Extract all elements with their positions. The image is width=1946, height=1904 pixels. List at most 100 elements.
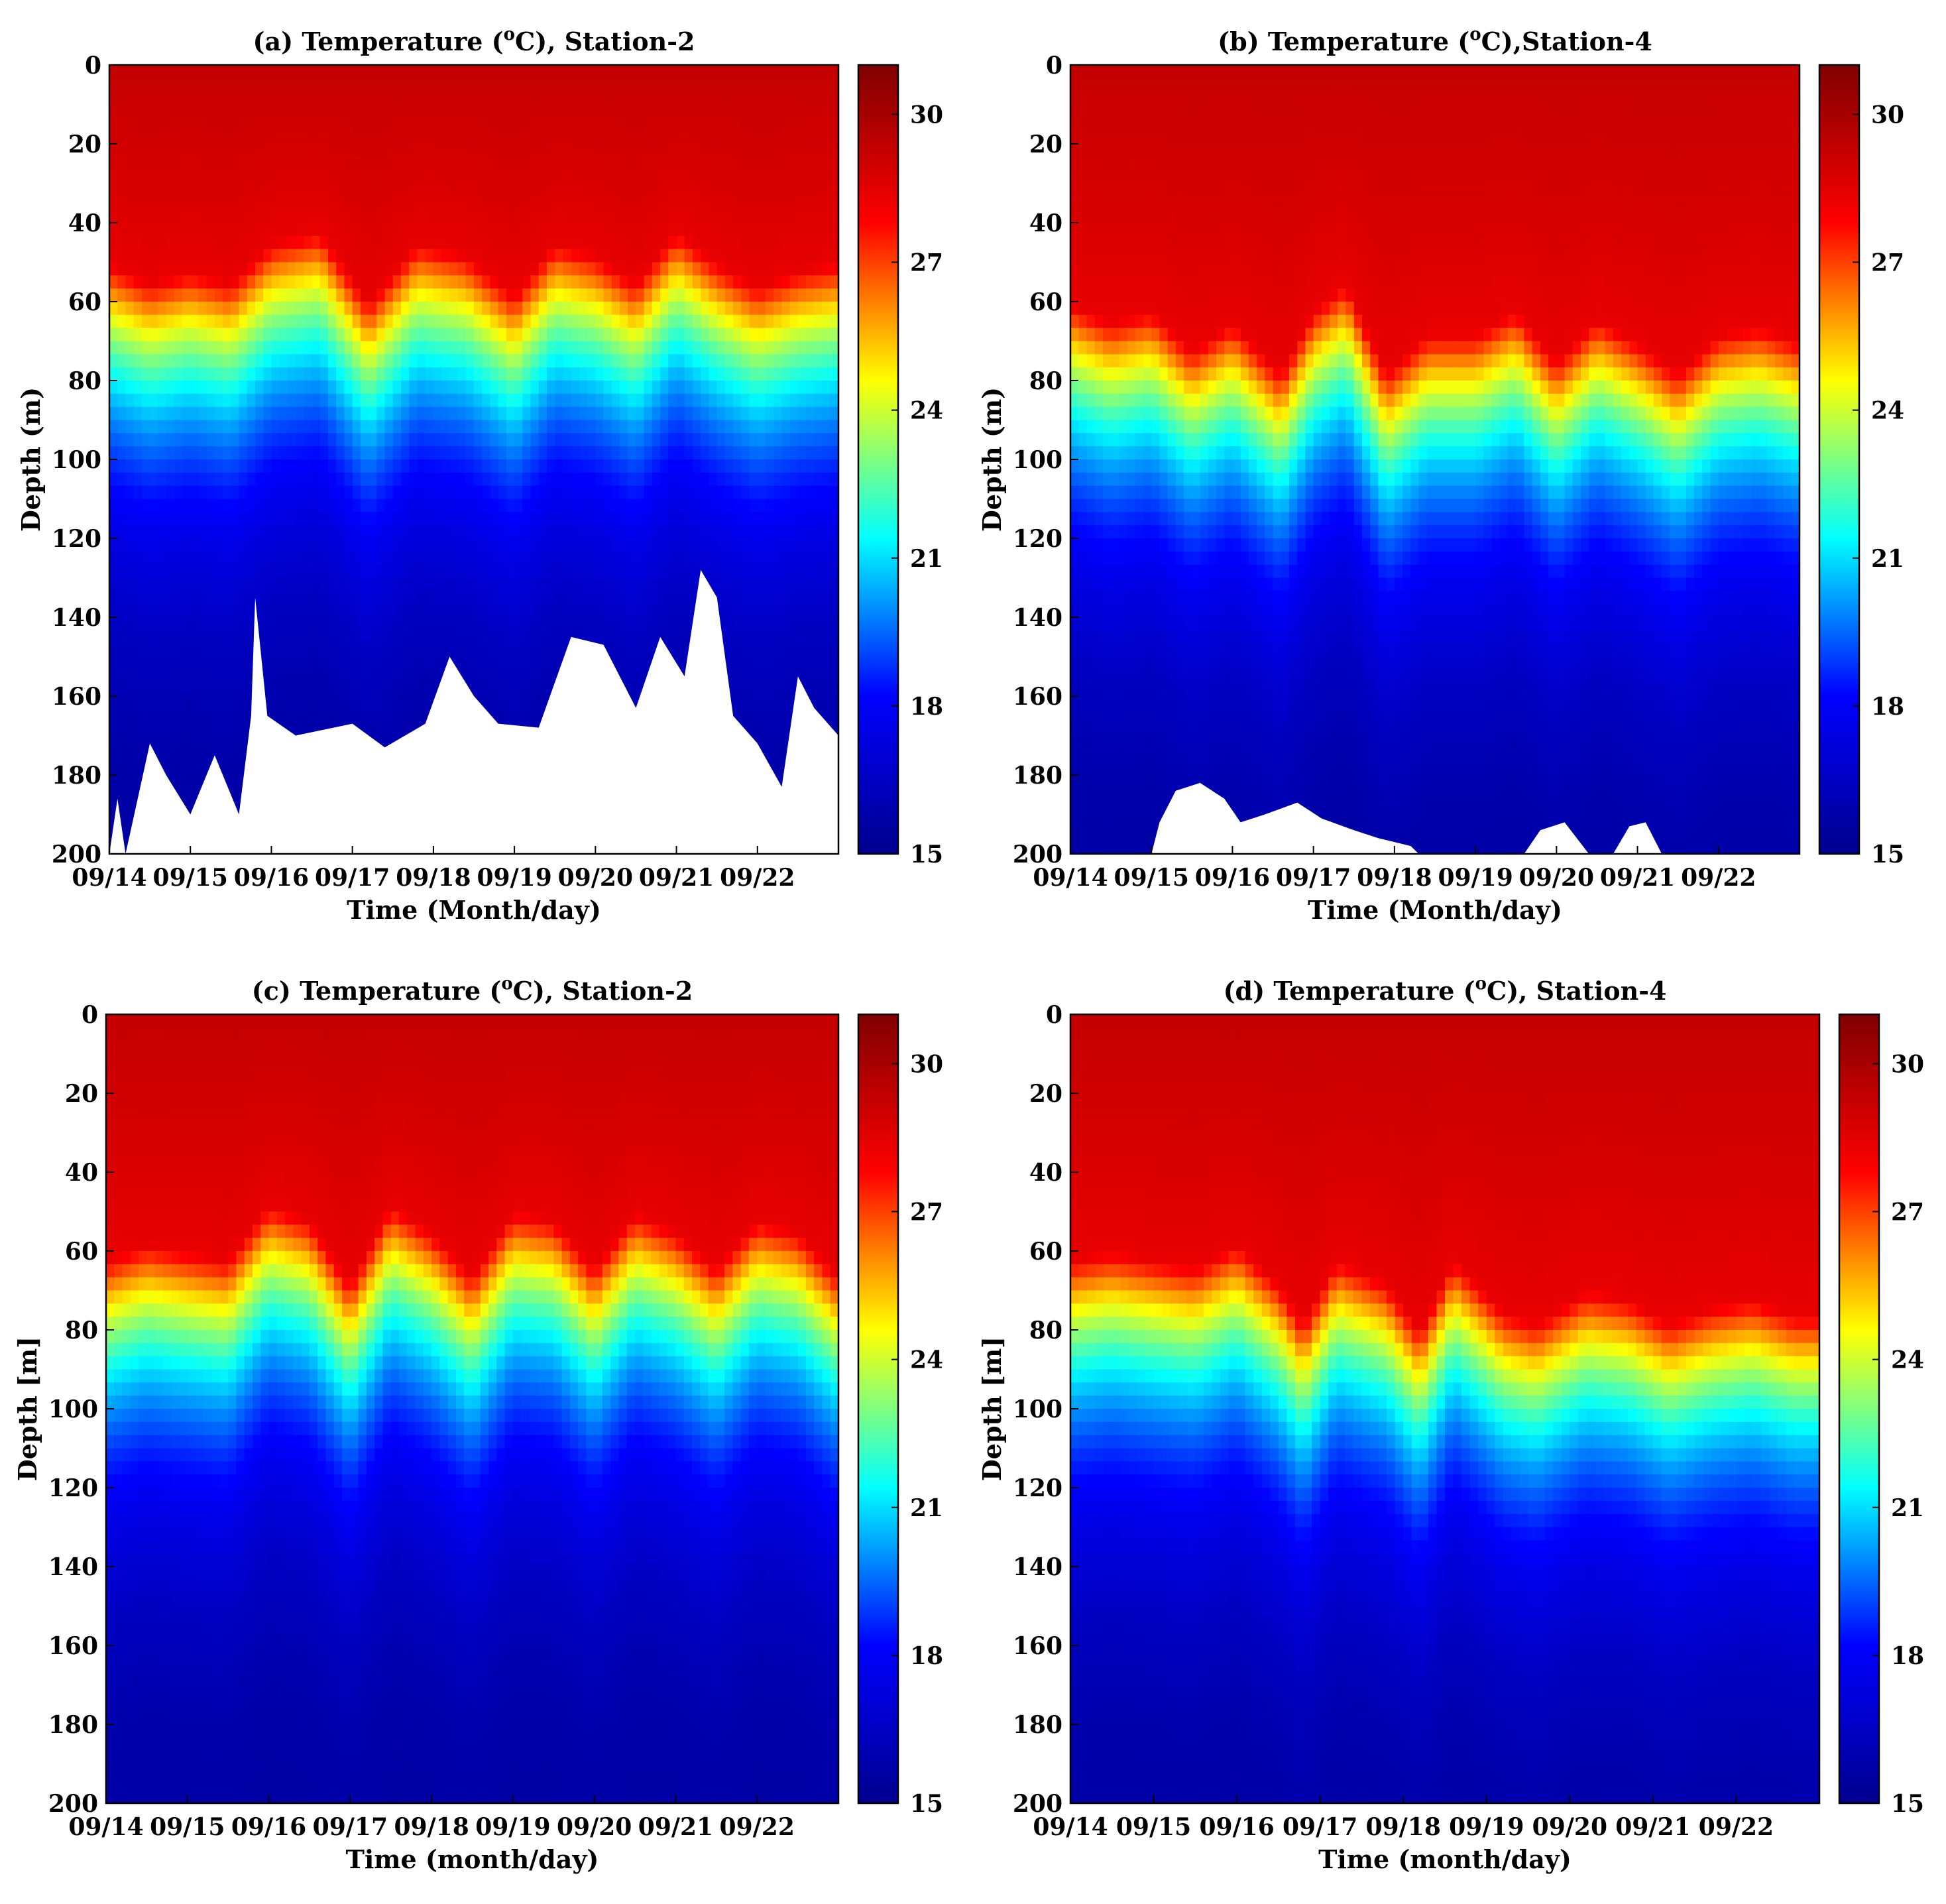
y-tick-label-b-10: 200 xyxy=(1013,841,1062,868)
x-axis-label-d: Time (month/day) xyxy=(1318,1844,1572,1874)
y-tick-label-a-7: 140 xyxy=(52,604,101,632)
x-tick-label-c-0: 09/14 xyxy=(68,1813,143,1841)
heatmap-field-c xyxy=(106,1014,838,1803)
y-tick-label-b-3: 60 xyxy=(1029,288,1062,316)
y-tick-label-a-1: 20 xyxy=(68,131,101,158)
chart-title-d: (d) Temperature (oC), Station-4 xyxy=(1224,974,1667,1006)
colorbar-tick-label-a-1: 27 xyxy=(910,249,943,277)
x-tick-label-b-5: 09/19 xyxy=(1438,864,1513,892)
colorbar-tick-label-d-0: 30 xyxy=(1891,1050,1924,1078)
title-sup-a: o xyxy=(504,25,515,44)
title-main-a: (a) Temperature ( xyxy=(253,27,504,56)
x-tick-label-d-0: 09/14 xyxy=(1033,1813,1108,1841)
x-tick-label-d-8: 09/22 xyxy=(1699,1813,1774,1841)
x-tick-label-c-7: 09/21 xyxy=(638,1813,713,1841)
x-tick-label-d-3: 09/17 xyxy=(1283,1813,1357,1841)
x-tick-label-d-7: 09/21 xyxy=(1615,1813,1690,1841)
panel-c: (c) Temperature (oC), Station-209/14 09/1… xyxy=(13,974,943,1874)
colorbar-tick-label-b-1: 27 xyxy=(1871,249,1904,277)
colorbar-tick-label-a-3: 21 xyxy=(910,545,943,573)
title-tail-b: C),Station-4 xyxy=(1481,27,1652,56)
y-tick-label-c-8: 160 xyxy=(48,1632,98,1660)
heatmap-field-d xyxy=(1070,1014,1819,1803)
x-tick-label-a-4: 09/18 xyxy=(396,864,471,892)
y-axis-label-c: Depth [m] xyxy=(13,1337,42,1481)
x-tick-label-b-0: 09/14 xyxy=(1033,864,1108,892)
colorbar-tick-label-c-3: 21 xyxy=(910,1494,943,1522)
y-axis-label-b: Depth (m) xyxy=(977,387,1007,532)
x-tick-label-d-6: 09/20 xyxy=(1532,1813,1607,1841)
x-tick-label-b-4: 09/18 xyxy=(1357,864,1432,892)
y-tick-label-c-3: 60 xyxy=(65,1238,98,1266)
x-tick-label-a-7: 09/21 xyxy=(639,864,714,892)
panel-b: (b) Temperature (oC),Station-4 09/14 09/15… xyxy=(977,25,1904,925)
x-tick-label-a-6: 09/20 xyxy=(558,864,633,892)
y-tick-label-a-2: 40 xyxy=(68,209,101,237)
colorbar-tick-label-a-0: 30 xyxy=(910,101,943,129)
y-tick-label-b-6: 120 xyxy=(1013,525,1062,553)
panel-a: (a) Temperature (oC), Station-209/14 09/1… xyxy=(16,25,943,925)
title-sup-d: o xyxy=(1475,974,1487,994)
colorbar-c xyxy=(857,1013,899,1805)
y-tick-label-d-4: 80 xyxy=(1029,1317,1062,1344)
x-tick-label-d-5: 09/19 xyxy=(1449,1813,1524,1841)
y-tick-label-c-5: 100 xyxy=(48,1396,98,1423)
x-tick-label-c-8: 09/22 xyxy=(720,1813,795,1841)
colorbar-tick-label-b-5: 15 xyxy=(1871,841,1904,868)
bottom-mask-a xyxy=(109,569,838,854)
y-tick-label-d-5: 100 xyxy=(1013,1396,1062,1423)
title-sup-b: o xyxy=(1469,25,1481,44)
y-tick-label-c-9: 180 xyxy=(48,1711,98,1739)
panel-d: (d) Temperature (oC), Station-4 09/14 09/1… xyxy=(977,974,1924,1874)
x-tick-label-a-1: 09/15 xyxy=(153,864,228,892)
colorbar-tick-label-a-4: 18 xyxy=(910,693,943,721)
y-tick-label-c-7: 140 xyxy=(48,1553,98,1581)
colorbar-tick-label-d-4: 18 xyxy=(1891,1642,1924,1670)
x-tick-label-c-2: 09/16 xyxy=(231,1813,306,1841)
x-tick-label-a-2: 09/16 xyxy=(234,864,309,892)
title-main-b: (b) Temperature ( xyxy=(1218,27,1469,56)
x-tick-label-c-3: 09/17 xyxy=(313,1813,388,1841)
x-tick-label-d-1: 09/15 xyxy=(1116,1813,1191,1841)
y-tick-label-a-0: 0 xyxy=(85,52,101,80)
title-main-c: (c) Temperature ( xyxy=(252,976,502,1006)
colorbar-tick-label-c-5: 15 xyxy=(910,1790,943,1818)
x-tick-label-c-1: 09/15 xyxy=(150,1813,225,1841)
colorbar-d xyxy=(1838,1013,1880,1805)
x-tick-label-c-6: 09/20 xyxy=(557,1813,632,1841)
heatmap-field-a xyxy=(109,65,838,854)
y-tick-label-d-8: 160 xyxy=(1013,1632,1062,1660)
y-tick-label-c-1: 20 xyxy=(65,1080,98,1108)
x-tick-label-d-4: 09/18 xyxy=(1366,1813,1441,1841)
x-tick-label-c-4: 09/18 xyxy=(394,1813,469,1841)
x-tick-label-b-2: 09/16 xyxy=(1195,864,1270,892)
y-tick-label-a-9: 180 xyxy=(52,762,101,790)
colorbar-tick-label-a-5: 15 xyxy=(910,841,943,868)
y-tick-label-d-2: 40 xyxy=(1029,1159,1062,1187)
title-main-d: (d) Temperature ( xyxy=(1224,976,1475,1006)
y-axis-label-a: Depth (m) xyxy=(16,387,46,532)
y-tick-label-b-0: 0 xyxy=(1046,52,1062,80)
y-tick-label-d-9: 180 xyxy=(1013,1711,1062,1739)
y-tick-label-b-4: 80 xyxy=(1029,367,1062,395)
colorbar-tick-label-a-2: 24 xyxy=(910,397,943,425)
y-tick-label-d-1: 20 xyxy=(1029,1080,1062,1108)
y-tick-label-a-5: 100 xyxy=(52,446,101,474)
y-tick-label-c-10: 200 xyxy=(48,1790,98,1818)
y-tick-label-d-0: 0 xyxy=(1046,1001,1062,1029)
x-tick-label-d-2: 09/16 xyxy=(1199,1813,1274,1841)
colorbar-tick-label-d-5: 15 xyxy=(1891,1790,1924,1818)
y-axis-label-d: Depth [m] xyxy=(977,1337,1007,1481)
title-tail-a: C), Station-2 xyxy=(515,27,695,56)
y-tick-label-d-7: 140 xyxy=(1013,1553,1062,1581)
x-tick-label-b-1: 09/15 xyxy=(1114,864,1189,892)
colorbar-b xyxy=(1818,64,1860,855)
x-axis-label-c: Time (month/day) xyxy=(346,1844,599,1874)
y-tick-label-b-5: 100 xyxy=(1013,446,1062,474)
y-tick-label-a-8: 160 xyxy=(52,683,101,711)
y-tick-label-a-3: 60 xyxy=(68,288,101,316)
chart-title-b: (b) Temperature (oC),Station-4 xyxy=(1218,25,1652,56)
colorbar-tick-label-c-0: 30 xyxy=(910,1050,943,1078)
chart-title-c: (c) Temperature (oC), Station-2 xyxy=(252,974,693,1006)
